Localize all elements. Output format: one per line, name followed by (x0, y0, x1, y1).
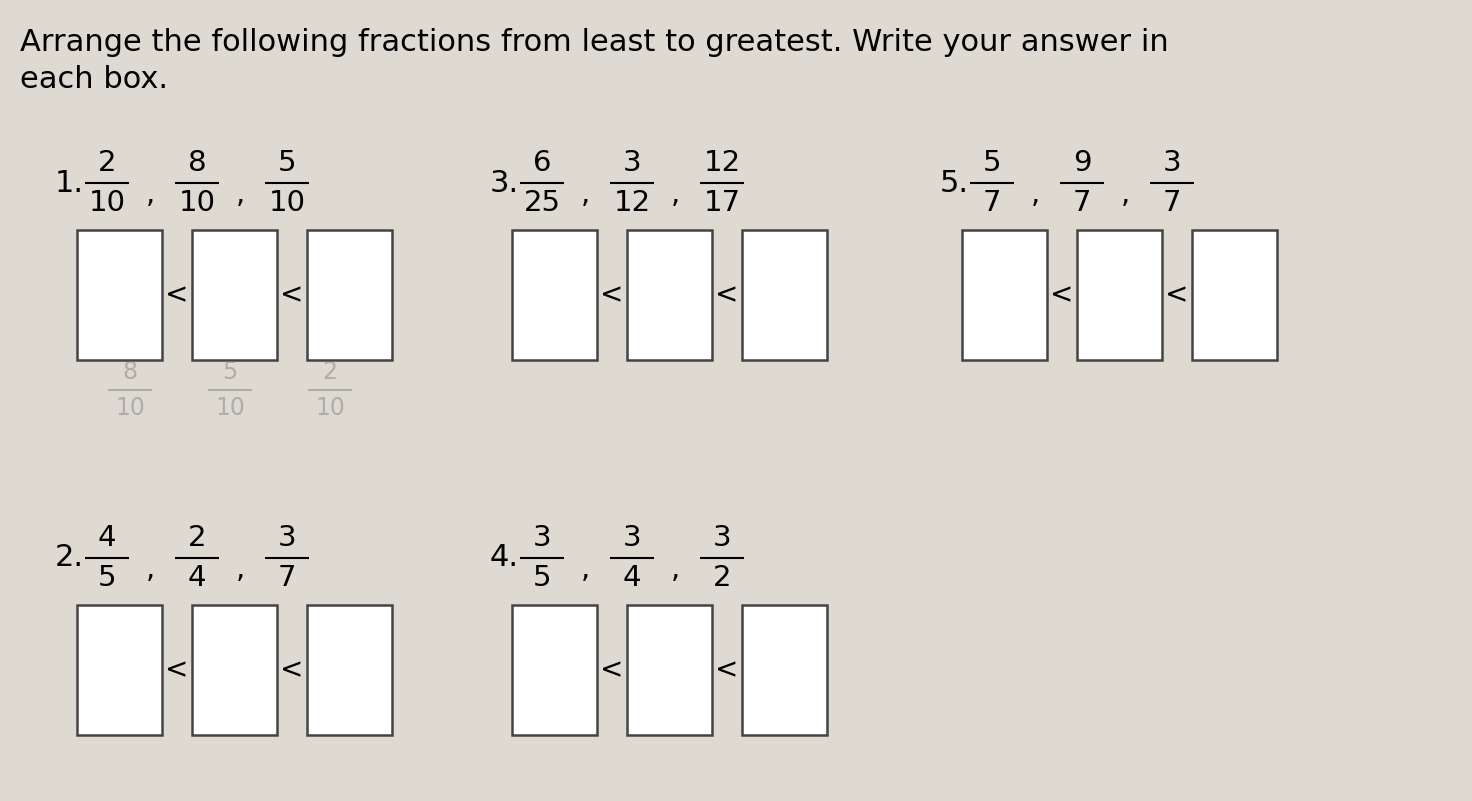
Bar (191, 230, 277, 360)
Bar (742, 605, 827, 735)
Text: 3.: 3. (490, 168, 520, 198)
Text: 2: 2 (188, 524, 206, 552)
Text: <: < (280, 656, 303, 684)
Text: 3: 3 (712, 524, 732, 552)
Bar (308, 230, 392, 360)
Text: 10: 10 (88, 189, 125, 217)
Text: ,: , (236, 181, 244, 209)
Text: <: < (1166, 281, 1189, 309)
Text: ,: , (1120, 181, 1130, 209)
Text: <: < (165, 281, 188, 309)
Text: ,: , (580, 181, 590, 209)
Bar (627, 230, 712, 360)
Text: <: < (280, 281, 303, 309)
Text: 5: 5 (222, 360, 237, 384)
Text: 4: 4 (188, 564, 206, 592)
Text: 5: 5 (983, 149, 1001, 177)
Text: <: < (601, 656, 624, 684)
Text: 8: 8 (188, 149, 206, 177)
Text: ,: , (1030, 181, 1039, 209)
Text: 8: 8 (122, 360, 137, 384)
Text: 4: 4 (97, 524, 116, 552)
Text: 17: 17 (704, 189, 740, 217)
Bar (512, 605, 598, 735)
Bar (963, 230, 1047, 360)
Text: 3: 3 (533, 524, 552, 552)
Text: ,: , (236, 556, 244, 584)
Text: <: < (601, 281, 624, 309)
Text: 10: 10 (315, 396, 344, 420)
Bar (512, 230, 598, 360)
Text: 3: 3 (278, 524, 296, 552)
Text: ,: , (671, 556, 680, 584)
Text: <: < (715, 656, 739, 684)
Text: <: < (165, 656, 188, 684)
Text: 7: 7 (1073, 189, 1091, 217)
Text: 5: 5 (97, 564, 116, 592)
Bar (77, 230, 162, 360)
Bar (191, 605, 277, 735)
Text: 10: 10 (115, 396, 144, 420)
Text: 6: 6 (533, 149, 551, 177)
Text: 5: 5 (533, 564, 551, 592)
Text: 25: 25 (524, 189, 561, 217)
Bar (308, 605, 392, 735)
Text: 2: 2 (712, 564, 732, 592)
Text: 4: 4 (623, 564, 642, 592)
Text: ,: , (580, 556, 590, 584)
Text: 3: 3 (1163, 149, 1182, 177)
Text: 5.: 5. (941, 168, 969, 198)
Bar (627, 605, 712, 735)
Text: ,: , (146, 181, 155, 209)
Text: <: < (715, 281, 739, 309)
Text: 3: 3 (623, 524, 642, 552)
Text: 5: 5 (278, 149, 296, 177)
Bar (77, 605, 162, 735)
Bar (742, 230, 827, 360)
Text: 7: 7 (983, 189, 1001, 217)
Text: 9: 9 (1073, 149, 1091, 177)
Text: 10: 10 (178, 189, 215, 217)
Bar (1192, 230, 1278, 360)
Text: each box.: each box. (21, 65, 168, 94)
Text: 2.: 2. (54, 544, 84, 573)
Text: 3: 3 (623, 149, 642, 177)
Text: 4.: 4. (490, 544, 520, 573)
Text: 7: 7 (278, 564, 296, 592)
Text: 10: 10 (268, 189, 306, 217)
Text: 1.: 1. (54, 168, 84, 198)
Text: Arrange the following fractions from least to greatest. Write your answer in: Arrange the following fractions from lea… (21, 28, 1169, 57)
Text: ,: , (146, 556, 155, 584)
Bar (1078, 230, 1161, 360)
Text: 2: 2 (97, 149, 116, 177)
Text: 2: 2 (322, 360, 337, 384)
Text: 10: 10 (215, 396, 244, 420)
Text: ,: , (671, 181, 680, 209)
Text: 12: 12 (614, 189, 651, 217)
Text: 7: 7 (1163, 189, 1181, 217)
Text: 12: 12 (704, 149, 740, 177)
Text: <: < (1051, 281, 1073, 309)
